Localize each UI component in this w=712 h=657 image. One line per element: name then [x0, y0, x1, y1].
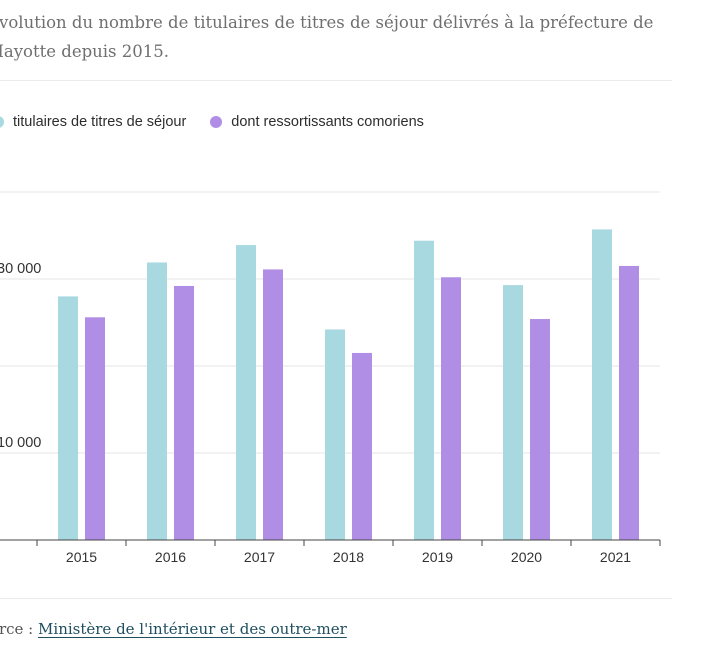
bar-titulaires: [325, 329, 345, 540]
x-tick-label: 2018: [333, 549, 364, 565]
legend-label-titulaires: titulaires de titres de séjour: [13, 114, 187, 130]
x-axis-tick-labels: 2015 2016 2017 2018 2019 2020 2021: [66, 549, 631, 565]
y-tick-label: 30 000: [0, 261, 41, 277]
y-tick-label: 10 000: [0, 435, 41, 451]
bar-comoriens: [263, 269, 283, 540]
bar-titulaires: [592, 229, 612, 540]
bars: [58, 229, 639, 540]
x-tick-label: 2021: [600, 549, 631, 565]
source-link[interactable]: Ministère de l'intérieur et des outre-me…: [38, 620, 347, 638]
x-tick-label: 2016: [155, 549, 186, 565]
bar-comoriens: [441, 277, 461, 540]
legend-swatch-comoriens: [210, 116, 223, 128]
legend-label-comoriens: dont ressortissants comoriens: [231, 114, 424, 130]
bar-titulaires: [147, 262, 167, 540]
top-divider: [0, 80, 672, 81]
bar-titulaires: [236, 245, 256, 540]
bar-comoriens: [619, 265, 639, 540]
x-tick-label: 2015: [66, 549, 97, 565]
y-axis-tick-labels: 10 000 30 000: [0, 261, 41, 451]
bottom-divider: [0, 598, 672, 599]
bar-titulaires: [414, 240, 434, 540]
x-tick-label: 2017: [244, 549, 275, 565]
legend-swatch-titulaires: [0, 116, 4, 128]
x-tick-label: 2020: [511, 549, 542, 565]
x-axis: [0, 539, 661, 546]
source-label: Source :: [0, 620, 34, 638]
x-tick-label: 2019: [422, 549, 453, 565]
bar-titulaires: [503, 285, 523, 540]
bar-comoriens: [530, 319, 550, 540]
source-note: Source : Ministère de l'intérieur et des…: [0, 620, 347, 638]
bar-comoriens: [352, 352, 372, 540]
bar-comoriens: [174, 285, 194, 540]
chart-subtitle: Évolution du nombre de titulaires de tit…: [0, 13, 654, 61]
bar-titulaires: [58, 296, 78, 540]
legend-item-titulaires: titulaires de titres de séjour: [0, 114, 186, 130]
chart-legend: titulaires de titres de séjour dont ress…: [0, 114, 448, 130]
bar-comoriens: [85, 317, 105, 540]
legend-item-comoriens: dont ressortissants comoriens: [210, 114, 424, 130]
